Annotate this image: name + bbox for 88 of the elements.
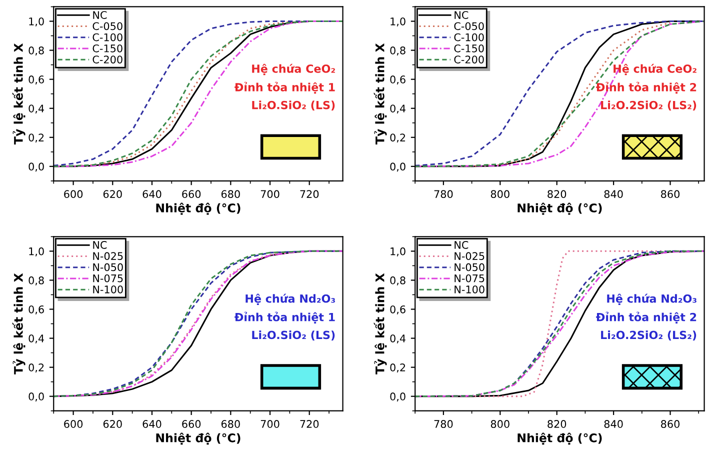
legend-label: N-050 — [93, 263, 123, 272]
x-tick-label: 620 — [103, 420, 122, 428]
y-axis-title: Tỷ lệ kết tinh X — [12, 43, 26, 144]
x-tick-label: 600 — [64, 420, 83, 428]
annotation: Hệ chứa CeO₂ — [252, 64, 335, 76]
x-tick-label: 620 — [103, 190, 122, 198]
legend-label: C-100 — [454, 33, 484, 42]
legend-label: N-075 — [93, 274, 123, 282]
legend-label: C-200 — [454, 56, 484, 64]
y-tick-label: 0,0 — [28, 392, 44, 402]
legend-label: C-150 — [92, 44, 122, 52]
y-tick-label: 0,6 — [28, 76, 44, 84]
y-tick-label: 0,8 — [390, 46, 406, 56]
y-tick-label: 0,0 — [390, 162, 406, 172]
y-tick-label: 0,0 — [390, 392, 406, 402]
legend-label: NC — [454, 241, 468, 249]
annotation: Hệ chứa Nd₂O₃ — [246, 294, 335, 305]
x-tick-label: 680 — [221, 420, 240, 428]
annotation: Đỉnh tỏa nhiệt 1 — [234, 312, 335, 324]
y-tick-label: 0,2 — [28, 134, 44, 143]
legend-label: NC — [93, 241, 107, 249]
legend-label: N-025 — [454, 252, 484, 260]
x-axis-title: Nhiệt độ (°C) — [518, 202, 602, 215]
y-tick-label: 1,0 — [390, 17, 406, 26]
legend-label: NC — [93, 11, 107, 19]
legend-label: N-100 — [454, 285, 484, 294]
y-tick-label: 0,6 — [390, 76, 406, 84]
annotation: Đỉnh tỏa nhiệt 2 — [596, 312, 696, 324]
y-axis-title: Tỷ lệ kết tinh X — [374, 273, 387, 374]
x-tick-label: 720 — [300, 190, 319, 198]
y-tick-label: 0,0 — [28, 162, 44, 172]
x-tick-label: 820 — [548, 420, 566, 428]
x-tick-label: 820 — [548, 190, 566, 198]
y-tick-label: 0,2 — [390, 364, 406, 372]
annotation: Li₂O.2SiO₂ (LS₂) — [601, 330, 696, 340]
x-axis-title: Nhiệt độ (°C) — [156, 432, 240, 445]
annotation: Li₂O.2SiO₂ (LS₂) — [601, 100, 696, 111]
y-axis-title: Tỷ lệ kết tinh X — [12, 273, 26, 374]
annotation: Đỉnh tỏa nhiệt 2 — [596, 82, 696, 94]
annotation: Hệ chứa Nd₂O₃ — [607, 294, 696, 305]
legend-label: C-050 — [454, 22, 484, 30]
x-tick-label: 700 — [260, 420, 280, 428]
x-axis-title: Nhiệt độ (°C) — [156, 202, 240, 215]
y-tick-label: 0,4 — [28, 104, 44, 114]
y-tick-label: 0,4 — [28, 334, 44, 344]
y-tick-label: 1,0 — [29, 17, 44, 26]
legend-label: C-150 — [454, 44, 484, 52]
annotation: Li₂O.SiO₂ (LS) — [252, 330, 335, 340]
legend-label: N-050 — [454, 263, 484, 272]
x-tick-label: 680 — [221, 190, 240, 198]
x-tick-label: 720 — [300, 420, 319, 428]
legend-label: C-200 — [92, 56, 122, 64]
y-tick-label: 0,8 — [28, 46, 44, 56]
x-tick-label: 780 — [434, 420, 453, 428]
y-tick-label: 0,2 — [28, 364, 44, 372]
y-tick-label: 0,4 — [390, 334, 406, 344]
x-tick-label: 600 — [64, 190, 83, 198]
x-tick-label: 660 — [182, 190, 201, 198]
y-tick-label: 1,0 — [29, 247, 44, 256]
x-tick-label: 840 — [604, 420, 623, 428]
x-tick-label: 640 — [142, 420, 162, 428]
y-tick-label: 0,6 — [390, 305, 406, 314]
legend-label: N-025 — [93, 252, 123, 260]
x-tick-label: 660 — [182, 420, 201, 428]
x-tick-label: 860 — [661, 420, 680, 428]
y-tick-label: 0,8 — [390, 276, 406, 286]
legend-label: N-100 — [93, 285, 123, 294]
x-tick-label: 800 — [490, 420, 510, 428]
annotation: Li₂O.SiO₂ (LS) — [252, 100, 335, 111]
x-tick-label: 780 — [434, 190, 453, 198]
x-tick-label: 860 — [661, 190, 680, 198]
annotation: Hệ chứa CeO₂ — [614, 64, 696, 76]
legend-label: NC — [454, 11, 468, 19]
annotation: Đỉnh tỏa nhiệt 1 — [234, 82, 335, 94]
y-tick-label: 0,6 — [28, 305, 44, 314]
x-tick-label: 800 — [490, 190, 510, 198]
x-axis-title: Nhiệt độ (°C) — [518, 432, 602, 445]
y-tick-label: 0,4 — [390, 104, 406, 114]
legend-label: C-100 — [92, 33, 122, 42]
y-tick-label: 0,2 — [390, 134, 406, 143]
y-tick-label: 1,0 — [390, 247, 406, 256]
x-tick-label: 840 — [604, 190, 623, 198]
x-tick-label: 640 — [142, 190, 162, 198]
y-axis-title: Tỷ lệ kết tinh X — [374, 43, 387, 144]
legend-label: C-050 — [92, 22, 122, 30]
x-tick-label: 700 — [260, 190, 280, 198]
y-tick-label: 0,8 — [28, 276, 44, 286]
legend-label: N-075 — [454, 274, 484, 282]
